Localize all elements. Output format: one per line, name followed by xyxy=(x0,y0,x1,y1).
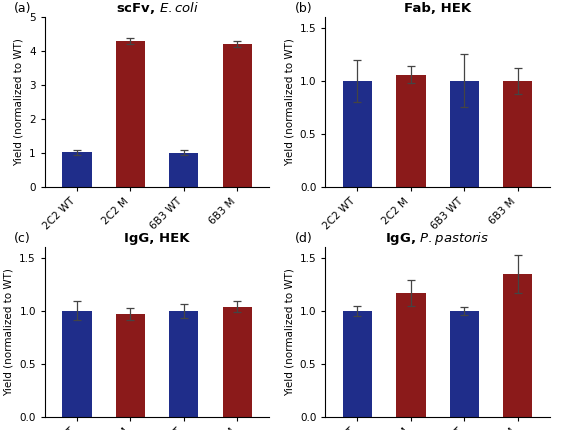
Text: (c): (c) xyxy=(14,232,31,245)
Title: Fab, HEK: Fab, HEK xyxy=(404,2,471,15)
Text: (d): (d) xyxy=(295,232,312,245)
Bar xyxy=(396,293,426,417)
Text: (b): (b) xyxy=(295,2,312,15)
Y-axis label: Yield (normalized to WT): Yield (normalized to WT) xyxy=(13,38,24,166)
Bar xyxy=(223,307,252,417)
Bar xyxy=(169,153,199,187)
Bar xyxy=(449,81,479,187)
Y-axis label: Yield (normalized to WT): Yield (normalized to WT) xyxy=(4,268,13,396)
Bar xyxy=(449,311,479,417)
Bar xyxy=(169,311,199,417)
Bar xyxy=(62,311,91,417)
Title: IgG, HEK: IgG, HEK xyxy=(125,232,190,245)
Bar xyxy=(343,81,372,187)
Bar xyxy=(116,41,145,187)
Title: IgG, $\mathbf{\it{P. pastoris}}$: IgG, $\mathbf{\it{P. pastoris}}$ xyxy=(385,230,490,247)
Bar xyxy=(503,81,532,187)
Title: scFv, $\mathbf{\it{E. coli}}$: scFv, $\mathbf{\it{E. coli}}$ xyxy=(116,0,199,15)
Y-axis label: Yield (normalized to WT): Yield (normalized to WT) xyxy=(284,268,294,396)
Bar xyxy=(62,152,91,187)
Bar xyxy=(116,314,145,417)
Y-axis label: Yield (normalized to WT): Yield (normalized to WT) xyxy=(284,38,294,166)
Bar xyxy=(223,44,252,187)
Bar xyxy=(503,274,532,417)
Bar xyxy=(343,311,372,417)
Text: (a): (a) xyxy=(14,2,31,15)
Bar xyxy=(396,74,426,187)
